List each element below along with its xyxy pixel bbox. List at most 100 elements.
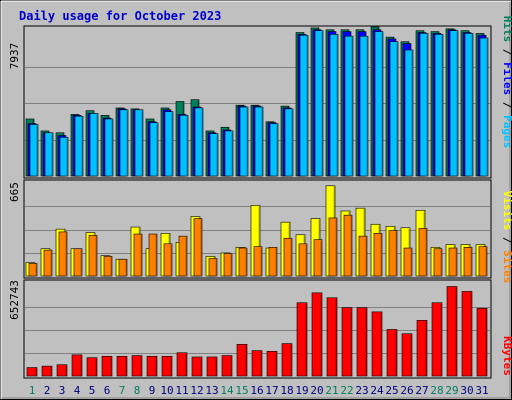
bar-pages [59,137,69,177]
legend-pages: Pages [501,115,512,148]
bar-pages [44,132,54,177]
bar-pages [344,35,354,177]
bar-pages [149,122,159,177]
ymax-label-visits: 665 [8,182,21,202]
bar-sites [103,256,113,277]
bar-pages [29,124,39,177]
bar-kbytes [311,292,323,377]
bar-pages [104,118,114,177]
x-axis-labels: 1 2 3 4 5 6 7 8 9 10 11 12 13 14 15 16 17 18 19 20 21 22 23 24 2… [29,384,489,397]
bar-kbytes [431,302,443,377]
bar-sites [163,243,173,277]
legend-sites: Sites [501,250,512,283]
x-axis-day-label: 2 [44,384,51,397]
bar-pages [374,31,384,177]
bar-kbytes [56,364,68,377]
bar-sites [238,247,248,277]
bar-sites [433,248,443,277]
bar-pages [284,108,294,177]
bar-kbytes [341,307,353,377]
bar-sites [313,239,323,277]
bar-kbytes [371,311,383,377]
bar-kbytes [41,365,53,377]
bar-sites [328,217,338,277]
bar-kbytes [266,351,278,377]
chart-title: Daily usage for October 2023 [19,9,221,23]
bar-pages [89,113,99,177]
bar-kbytes [146,355,158,377]
bar-sites [478,246,488,277]
x-axis-day-label: 5 [89,384,96,397]
bar-kbytes [86,357,98,377]
x-axis-day-label: 22 [340,384,353,397]
x-axis-day-label: 11 [175,384,188,397]
bar-sites [373,233,383,277]
bar-kbytes [101,355,113,377]
bar-sites [133,233,143,277]
bar-kbytes [461,291,473,377]
legend-hits: Hits [501,16,512,43]
bar-kbytes [446,286,458,377]
bar-pages [119,109,129,177]
bar-sites [208,258,218,277]
bar-kbytes [251,350,263,377]
bar-kbytes [296,302,308,377]
bar-sites [463,247,473,277]
x-axis-day-label: 3 [59,384,66,397]
bar-kbytes [356,307,368,377]
bar-pages [224,130,234,177]
x-axis-day-label: 1 [29,384,36,397]
bar-pages [209,133,219,177]
bar-pages [134,109,144,177]
bar-pages [359,35,369,177]
bar-pages [314,30,324,177]
x-axis-day-label: 31 [475,384,488,397]
bar-pages [194,107,204,177]
bar-sites [403,247,413,277]
x-axis-day-label: 8 [134,384,141,397]
legend-visits: Visits [501,191,512,231]
bar-pages [164,111,174,177]
bar-kbytes [386,329,398,377]
bar-pages [404,49,414,177]
bar-kbytes [416,320,428,377]
bar-sites [343,214,353,277]
bar-pages [299,34,309,177]
bar-pages [254,106,264,177]
x-axis-day-label: 4 [74,384,81,397]
bar-pages [434,34,444,177]
x-axis-day-label: 24 [370,384,384,397]
bar-sites [268,247,278,277]
bar-pages [74,115,84,177]
bar-sites [388,230,398,277]
bar-sites [193,218,203,277]
bar-kbytes [191,356,203,377]
x-axis-day-label: 25 [385,384,398,397]
legend-visits-panel: Visits / Sites [501,191,512,284]
bar-pages [479,37,489,177]
bar-pages [389,41,399,177]
x-axis-day-label: 21 [325,384,338,397]
bar-kbytes [116,355,128,377]
ymax-label-kbytes: 652743 [8,280,21,320]
bar-sites [358,235,368,277]
bar-kbytes [131,355,143,377]
x-axis-day-label: 13 [205,384,218,397]
x-axis-day-label: 14 [220,384,234,397]
bar-kbytes [161,355,173,377]
bar-kbytes [401,333,413,377]
x-axis-day-label: 26 [400,384,413,397]
bar-pages [179,114,189,177]
bar-pages [464,33,474,177]
bar-kbytes [176,352,188,377]
bar-sites [148,233,158,277]
bar-sites [178,235,188,277]
x-axis-day-label: 17 [265,384,278,397]
x-axis-day-label: 19 [295,384,308,397]
x-axis-day-label: 30 [460,384,473,397]
x-axis-day-label: 29 [445,384,458,397]
x-axis-day-label: 10 [160,384,173,397]
x-axis-day-label: 27 [415,384,428,397]
